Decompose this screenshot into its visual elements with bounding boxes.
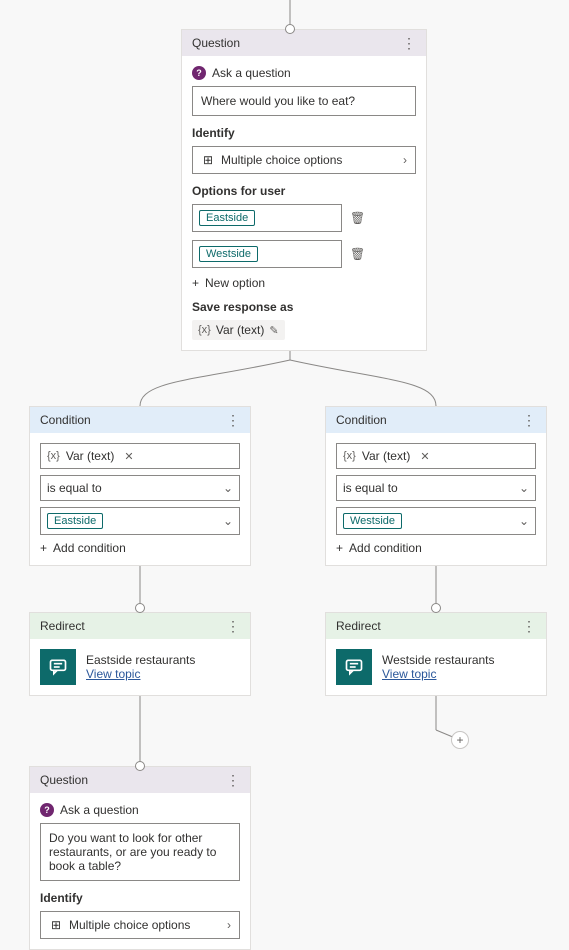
question-prompt-input[interactable]: Where would you like to eat? [192, 86, 416, 116]
chat-icon [40, 649, 76, 685]
grid-icon: ⊞ [201, 153, 215, 167]
trash-icon[interactable]: 🗑 [350, 247, 365, 261]
node-menu-icon[interactable]: ⋮ [522, 413, 536, 427]
add-condition-label: Add condition [349, 541, 422, 555]
identify-select[interactable]: ⊞ Multiple choice options › [40, 911, 240, 939]
variable-name: Var (text) [216, 323, 264, 337]
value-select[interactable]: Eastside ⌄ [40, 507, 240, 535]
operator-select[interactable]: is equal to ⌄ [336, 475, 536, 501]
node-title: Redirect [40, 619, 85, 633]
node-menu-icon[interactable]: ⋮ [402, 36, 416, 50]
add-condition-button[interactable]: + Add condition [40, 541, 240, 555]
variable-pill[interactable]: {x} Var (text) ✎ [192, 320, 285, 340]
node-menu-icon[interactable]: ⋮ [226, 773, 240, 787]
question-icon: ? [40, 803, 54, 817]
question-node-top: Question ⋮ ? Ask a question Where would … [181, 29, 427, 351]
option-chip: Westside [199, 246, 258, 262]
identify-label: Identify [192, 126, 416, 140]
option-row: Westside 🗑 [192, 240, 416, 268]
redirect-title: Eastside restaurants [86, 653, 195, 667]
question-node-bottom: Question ⋮ ? Ask a question Do you want … [29, 766, 251, 950]
identify-value: Multiple choice options [69, 918, 190, 932]
var-icon: {x} [343, 450, 356, 462]
question-prompt-input[interactable]: Do you want to look for other restaurant… [40, 823, 240, 881]
close-icon[interactable]: ✕ [420, 450, 429, 463]
port [431, 603, 441, 613]
node-menu-icon[interactable]: ⋮ [522, 619, 536, 633]
chat-icon [336, 649, 372, 685]
options-label: Options for user [192, 184, 416, 198]
add-node-button[interactable]: + [451, 731, 469, 749]
option-row: Eastside 🗑 [192, 204, 416, 232]
identify-value: Multiple choice options [221, 153, 342, 167]
chevron-down-icon: ⌄ [519, 481, 529, 495]
node-title: Condition [40, 413, 91, 427]
node-title: Condition [336, 413, 387, 427]
plus-icon: + [336, 541, 343, 555]
close-icon[interactable]: ✕ [124, 450, 133, 463]
node-header: Redirect ⋮ [30, 613, 250, 639]
redirect-node-left: Redirect ⋮ Eastside restaurants View top… [29, 612, 251, 696]
value-chip: Eastside [47, 513, 103, 529]
operator-select[interactable]: is equal to ⌄ [40, 475, 240, 501]
variable-name: Var (text) [66, 449, 114, 463]
node-title: Question [40, 773, 88, 787]
node-header: Redirect ⋮ [326, 613, 546, 639]
identify-label: Identify [40, 891, 240, 905]
condition-node-right: Condition ⋮ {x} Var (text) ✕ is equal to… [325, 406, 547, 566]
chevron-right-icon: › [403, 153, 407, 167]
ask-label: Ask a question [60, 803, 139, 817]
operator-value: is equal to [47, 481, 102, 495]
variable-name: Var (text) [362, 449, 410, 463]
chevron-right-icon: › [227, 918, 231, 932]
new-option-button[interactable]: + New option [192, 276, 416, 290]
flow-canvas: + Question ⋮ ? Ask a question Where woul… [0, 0, 569, 939]
chevron-down-icon: ⌄ [223, 514, 233, 528]
var-icon: {x} [47, 450, 60, 462]
redirect-node-right: Redirect ⋮ Westside restaurants View top… [325, 612, 547, 696]
operator-value: is equal to [343, 481, 398, 495]
condition-node-left: Condition ⋮ {x} Var (text) ✕ is equal to… [29, 406, 251, 566]
ask-label: Ask a question [212, 66, 291, 80]
save-response-label: Save response as [192, 300, 416, 314]
view-topic-link[interactable]: View topic [86, 667, 195, 681]
value-chip: Westside [343, 513, 402, 529]
port [135, 761, 145, 771]
plus-icon: + [40, 541, 47, 555]
variable-input[interactable]: {x} Var (text) ✕ [336, 443, 536, 469]
node-menu-icon[interactable]: ⋮ [226, 413, 240, 427]
option-input[interactable]: Westside [192, 240, 342, 268]
chevron-down-icon: ⌄ [223, 481, 233, 495]
view-topic-link[interactable]: View topic [382, 667, 495, 681]
node-menu-icon[interactable]: ⋮ [226, 619, 240, 633]
chevron-down-icon: ⌄ [519, 514, 529, 528]
var-icon: {x} [198, 324, 211, 336]
grid-icon: ⊞ [49, 918, 63, 932]
node-title: Redirect [336, 619, 381, 633]
node-header: Condition ⋮ [326, 407, 546, 433]
add-condition-label: Add condition [53, 541, 126, 555]
node-header: Question ⋮ [182, 30, 426, 56]
option-input[interactable]: Eastside [192, 204, 342, 232]
pencil-icon[interactable]: ✎ [269, 324, 278, 337]
option-chip: Eastside [199, 210, 255, 226]
redirect-title: Westside restaurants [382, 653, 495, 667]
question-icon: ? [192, 66, 206, 80]
trash-icon[interactable]: 🗑 [350, 211, 365, 225]
node-header: Condition ⋮ [30, 407, 250, 433]
port [285, 24, 295, 34]
identify-select[interactable]: ⊞ Multiple choice options › [192, 146, 416, 174]
port [135, 603, 145, 613]
value-select[interactable]: Westside ⌄ [336, 507, 536, 535]
plus-icon: + [192, 276, 199, 290]
new-option-label: New option [205, 276, 265, 290]
add-condition-button[interactable]: + Add condition [336, 541, 536, 555]
variable-input[interactable]: {x} Var (text) ✕ [40, 443, 240, 469]
node-title: Question [192, 36, 240, 50]
